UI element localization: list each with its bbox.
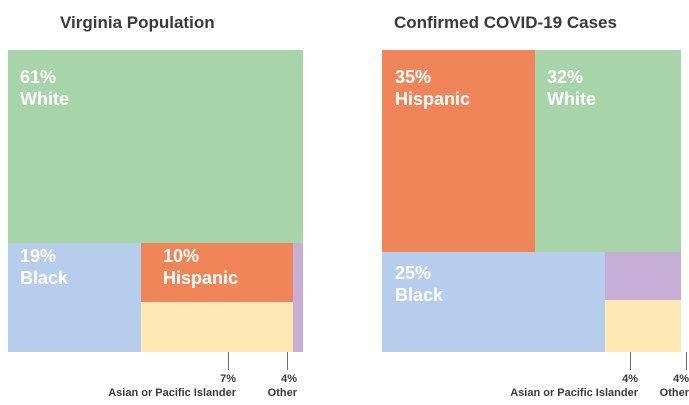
vp-hispanic-name: Hispanic <box>163 268 239 288</box>
chart-title-covid-cases: Confirmed COVID-19 Cases <box>394 13 617 32</box>
vp-black-name: Black <box>20 268 69 288</box>
vp-hispanic-pct: 10% <box>163 246 200 266</box>
cc-asian-or-pacific-islander-annotation-name: Asian or Pacific Islander <box>510 387 638 399</box>
cc-white-block <box>535 50 681 252</box>
chart-title-virginia-population: Virginia Population <box>60 13 215 32</box>
cc-asian-or-pacific-islander-leader-line <box>630 352 631 370</box>
vp-asian-or-pacific-islander-leader-line <box>228 352 229 370</box>
vp-hispanic-block <box>141 243 293 302</box>
vp-other-block <box>293 243 303 352</box>
cc-hispanic-name: Hispanic <box>395 89 471 109</box>
cc-black-block <box>382 252 605 352</box>
cc-white-name: White <box>547 89 596 109</box>
vp-black-block <box>8 243 141 352</box>
vp-black-pct: 19% <box>20 246 57 266</box>
cc-other-leader-line <box>686 352 687 370</box>
cc-black-name: Black <box>395 285 444 305</box>
vp-white-label: 61% White <box>20 66 69 110</box>
cc-black-pct: 25% <box>395 263 432 283</box>
vp-asian-or-pacific-islander-annotation-pct: 7% <box>220 373 236 385</box>
vp-asian-or-pacific-islander-annotation-name: Asian or Pacific Islander <box>108 387 236 399</box>
cc-other-annotation-name: Other <box>659 387 689 399</box>
vp-other-annotation-pct: 4% <box>281 373 297 385</box>
cc-white-label: 32% White <box>547 66 596 110</box>
cc-asian-or-pacific-islander-block <box>605 300 681 352</box>
vp-other-annotation: 4% Other <box>268 372 297 400</box>
cc-asian-or-pacific-islander-annotation-pct: 4% <box>622 373 638 385</box>
vp-hispanic-label: 10% Hispanic <box>163 245 238 289</box>
vp-white-block <box>8 50 303 243</box>
vp-other-annotation-name: Other <box>267 387 297 399</box>
vp-other-leader-line <box>287 352 288 370</box>
vp-black-label: 19% Black <box>20 245 68 289</box>
cc-white-pct: 32% <box>547 67 584 87</box>
vp-asian-or-pacific-islander-block <box>141 302 293 352</box>
cc-hispanic-label: 35% Hispanic <box>395 66 470 110</box>
cc-other-annotation-pct: 4% <box>673 373 689 385</box>
vp-white-pct: 61% <box>20 67 57 87</box>
vp-asian-or-pacific-islander-annotation: 7% Asian or Pacific Islander <box>108 372 236 400</box>
cc-black-label: 25% Black <box>395 262 443 306</box>
cc-asian-or-pacific-islander-annotation: 4% Asian or Pacific Islander <box>510 372 638 400</box>
cc-hispanic-block <box>382 50 535 252</box>
cc-other-block <box>605 252 681 300</box>
cc-hispanic-pct: 35% <box>395 67 432 87</box>
cc-other-annotation: 4% Other <box>660 372 689 400</box>
vp-white-name: White <box>20 89 69 109</box>
